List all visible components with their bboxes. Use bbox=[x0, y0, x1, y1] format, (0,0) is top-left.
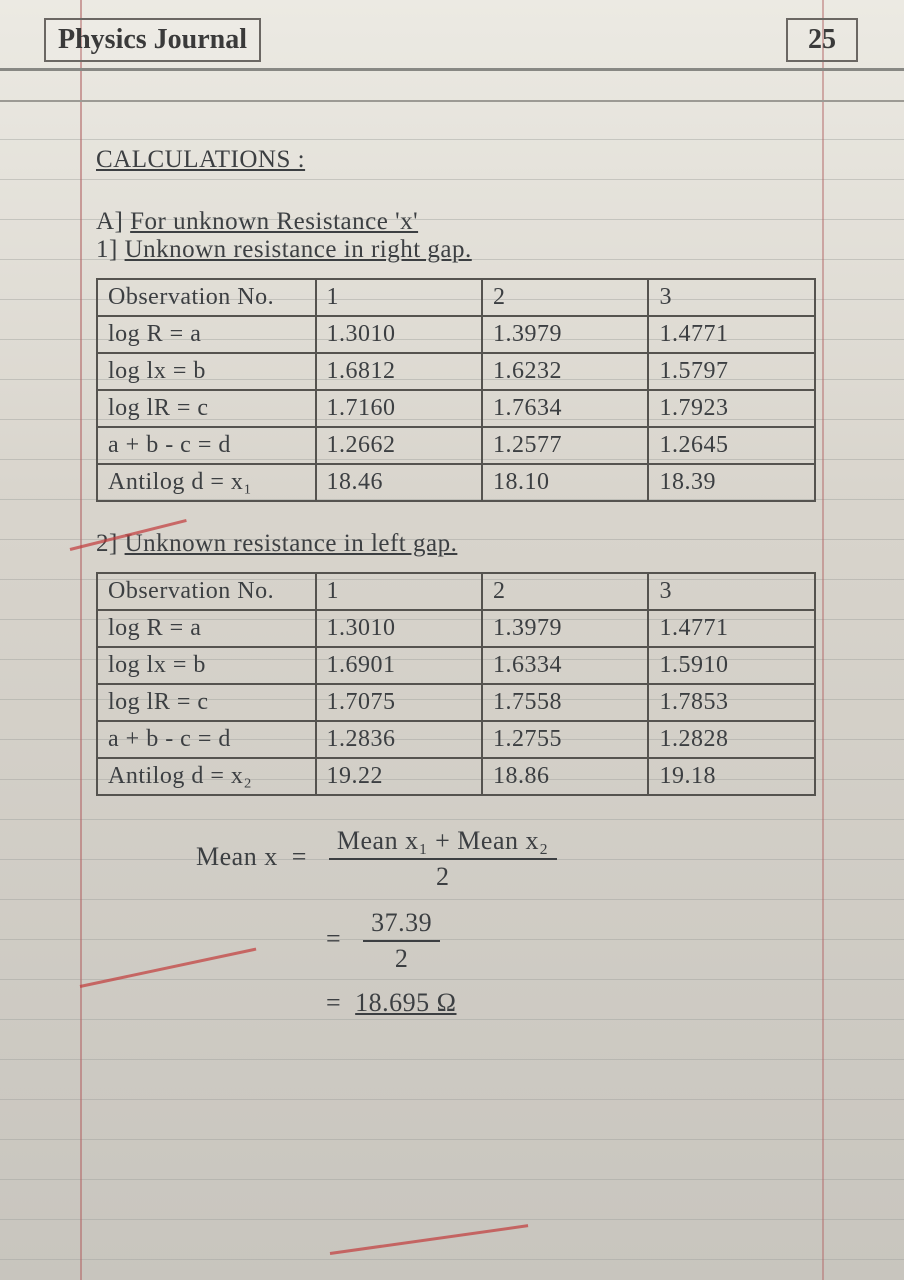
fraction-bot: 2 bbox=[363, 942, 440, 974]
cell: 1.5797 bbox=[648, 353, 815, 390]
cell: 1.2577 bbox=[482, 427, 648, 464]
cell: 1.2645 bbox=[648, 427, 815, 464]
left-margin-line bbox=[80, 0, 82, 1280]
col-header: 1 bbox=[316, 573, 482, 610]
row-label: Antilog d = x₁ bbox=[97, 464, 316, 501]
table-row: Antilog d = x₁ 18.46 18.10 18.39 bbox=[97, 464, 815, 501]
col-header: 2 bbox=[482, 279, 648, 316]
cell: 1.3010 bbox=[316, 610, 482, 647]
row-label: a + b - c = d bbox=[97, 721, 316, 758]
cell: 1.6334 bbox=[482, 647, 648, 684]
table-row: log R = a 1.3010 1.3979 1.4771 bbox=[97, 316, 815, 353]
equals-sign: = bbox=[326, 924, 341, 953]
col-header: 3 bbox=[648, 279, 815, 316]
header-rule bbox=[0, 68, 904, 71]
cell: 1.7923 bbox=[648, 390, 815, 427]
cell: 1.7634 bbox=[482, 390, 648, 427]
table-row: Antilog d = x₂ 19.22 18.86 19.18 bbox=[97, 758, 815, 795]
cell: 1.6901 bbox=[316, 647, 482, 684]
content-area: CALCULATIONS : A] For unknown Resistance… bbox=[96, 140, 864, 1018]
mean-fraction-2: 37.39 2 bbox=[363, 908, 440, 974]
observation-table-2: Observation No. 1 2 3 log R = a 1.3010 1… bbox=[96, 572, 816, 796]
header-rule-2 bbox=[0, 100, 904, 102]
page: Physics Journal 25 CALCULATIONS : A] For… bbox=[0, 0, 904, 1280]
journal-title: Physics Journal bbox=[44, 18, 261, 62]
table-row: log R = a 1.3010 1.3979 1.4771 bbox=[97, 610, 815, 647]
sub2-line: 2] Unknown resistance in left gap. bbox=[96, 530, 864, 558]
part-a-line: A] For unknown Resistance 'x' bbox=[96, 208, 864, 236]
table-row: Observation No. 1 2 3 bbox=[97, 573, 815, 610]
cell: 1.6232 bbox=[482, 353, 648, 390]
page-number: 25 bbox=[786, 18, 858, 62]
table-row: a + b - c = d 1.2836 1.2755 1.2828 bbox=[97, 721, 815, 758]
row-label: log lR = c bbox=[97, 390, 316, 427]
cell: 18.10 bbox=[482, 464, 648, 501]
cell: 1.3979 bbox=[482, 316, 648, 353]
cell: 19.22 bbox=[316, 758, 482, 795]
part-a-title: For unknown Resistance 'x' bbox=[130, 208, 418, 235]
col-header: 1 bbox=[316, 279, 482, 316]
equals-sign: = bbox=[292, 842, 307, 871]
cell: 1.6812 bbox=[316, 353, 482, 390]
cell: 1.2755 bbox=[482, 721, 648, 758]
cell: 18.39 bbox=[648, 464, 815, 501]
col-header: 2 bbox=[482, 573, 648, 610]
cell: 1.3010 bbox=[316, 316, 482, 353]
cell: 1.7160 bbox=[316, 390, 482, 427]
observation-table-1: Observation No. 1 2 3 log R = a 1.3010 1… bbox=[96, 278, 816, 502]
table-row: log lx = b 1.6812 1.6232 1.5797 bbox=[97, 353, 815, 390]
table-row: log lx = b 1.6901 1.6334 1.5910 bbox=[97, 647, 815, 684]
obs-no-header: Observation No. bbox=[97, 279, 316, 316]
table-row: Observation No. 1 2 3 bbox=[97, 279, 815, 316]
row-label: log R = a bbox=[97, 610, 316, 647]
table-row: a + b - c = d 1.2662 1.2577 1.2645 bbox=[97, 427, 815, 464]
row-label: a + b - c = d bbox=[97, 427, 316, 464]
cell: 1.7853 bbox=[648, 684, 815, 721]
sub1-label: 1] bbox=[96, 236, 118, 263]
cell: 1.2662 bbox=[316, 427, 482, 464]
table-row: log lR = c 1.7075 1.7558 1.7853 bbox=[97, 684, 815, 721]
cell: 18.86 bbox=[482, 758, 648, 795]
cell: 1.5910 bbox=[648, 647, 815, 684]
part-a-label: A] bbox=[96, 208, 123, 235]
cell: 1.4771 bbox=[648, 316, 815, 353]
table-row: log lR = c 1.7160 1.7634 1.7923 bbox=[97, 390, 815, 427]
row-label: Antilog d = x₂ bbox=[97, 758, 316, 795]
obs-no-header: Observation No. bbox=[97, 573, 316, 610]
equals-sign: = bbox=[326, 988, 341, 1017]
fraction-bot: 2 bbox=[329, 860, 557, 892]
calculations-heading: CALCULATIONS : bbox=[96, 146, 864, 174]
cell: 1.7558 bbox=[482, 684, 648, 721]
row-label: log lR = c bbox=[97, 684, 316, 721]
row-label: log lx = b bbox=[97, 353, 316, 390]
sub1-title: Unknown resistance in right gap. bbox=[125, 236, 472, 263]
cell: 19.18 bbox=[648, 758, 815, 795]
row-label: log lx = b bbox=[97, 647, 316, 684]
cell: 1.4771 bbox=[648, 610, 815, 647]
cell: 1.2836 bbox=[316, 721, 482, 758]
mean-result-line: = 18.695 Ω bbox=[326, 988, 864, 1018]
mean-step2: = 37.39 2 bbox=[326, 908, 864, 974]
cell: 1.7075 bbox=[316, 684, 482, 721]
mean-formula: Mean x = Mean x₁ + Mean x₂ 2 bbox=[196, 826, 864, 892]
sub2-title: Unknown resistance in left gap. bbox=[125, 530, 458, 557]
mean-fraction-1: Mean x₁ + Mean x₂ 2 bbox=[329, 826, 557, 892]
sub1-line: 1] Unknown resistance in right gap. bbox=[96, 236, 864, 264]
fraction-top: 37.39 bbox=[363, 908, 440, 942]
col-header: 3 bbox=[648, 573, 815, 610]
fraction-top: Mean x₁ + Mean x₂ bbox=[329, 826, 557, 860]
mean-lhs: Mean x bbox=[196, 842, 278, 871]
row-label: log R = a bbox=[97, 316, 316, 353]
mean-result: 18.695 Ω bbox=[355, 988, 456, 1017]
cell: 18.46 bbox=[316, 464, 482, 501]
cell: 1.2828 bbox=[648, 721, 815, 758]
cell: 1.3979 bbox=[482, 610, 648, 647]
